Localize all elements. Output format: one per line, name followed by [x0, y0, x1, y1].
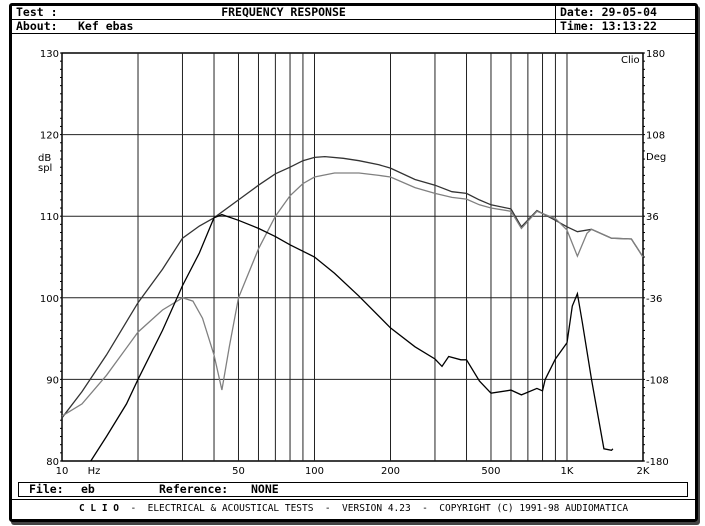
time-value: 13:13:22	[601, 19, 657, 33]
x-tick-label: 2K	[637, 466, 650, 477]
time-label: Time:	[560, 19, 595, 33]
y-tick-label-left: 120	[40, 131, 59, 142]
date-row: Date: 29-05-04	[556, 6, 696, 20]
y-tick-label-left: 130	[40, 49, 59, 60]
reference-value: NONE	[251, 482, 279, 496]
y-tick-label-right: 180	[646, 49, 665, 60]
test-row: Test : FREQUENCY RESPONSE	[12, 6, 555, 20]
file-label: File:	[29, 482, 64, 496]
y-tick-label-right: 108	[646, 131, 665, 142]
y-axis-label-left: spl	[38, 163, 52, 174]
y-tick-label-right: -108	[646, 375, 669, 386]
x-tick-label: 200	[381, 466, 400, 477]
series-line-3	[90, 213, 614, 462]
window-frame	[9, 3, 698, 522]
x-unit-label: Hz	[88, 466, 101, 477]
corner-label: Clio	[621, 55, 640, 66]
footer: C L I O - ELECTRICAL & ACOUSTICAL TESTS …	[12, 499, 695, 517]
chart-title: FREQUENCY RESPONSE	[221, 5, 346, 19]
about-row: About: Kef ebas	[12, 20, 555, 33]
file-bar: File: eb Reference: NONE	[18, 482, 688, 497]
file-value: eb	[81, 482, 95, 496]
x-tick-label: 100	[305, 466, 324, 477]
footer-brand: C L I O	[78, 503, 119, 514]
footer-text: - ELECTRICAL & ACOUSTICAL TESTS - VERSIO…	[130, 503, 629, 514]
y-tick-label-left: 110	[40, 212, 59, 223]
y-tick-label-left: 100	[40, 294, 59, 305]
y-axis-label-right: Deg	[646, 152, 666, 163]
date-value: 29-05-04	[601, 5, 657, 19]
x-tick-label: 50	[232, 466, 245, 477]
reference-label: Reference:	[159, 482, 229, 496]
x-tick-label: 10	[56, 466, 69, 477]
x-tick-label: 1K	[561, 466, 574, 477]
y-tick-label-right: 36	[646, 212, 659, 223]
time-row: Time: 13:13:22	[556, 20, 696, 33]
date-time-box: Date: 29-05-04 Time: 13:13:22	[555, 6, 696, 33]
header: Test : FREQUENCY RESPONSE About: Kef eba…	[12, 6, 696, 34]
y-tick-label-left: 80	[46, 457, 59, 468]
date-label: Date:	[560, 5, 595, 19]
test-label: Test :	[16, 5, 58, 19]
y-tick-label-right: -180	[646, 457, 669, 468]
y-tick-label-left: 90	[46, 375, 59, 386]
about-value: Kef ebas	[78, 19, 134, 33]
x-tick-label: 500	[481, 466, 500, 477]
y-axis-label-left: dB	[38, 153, 51, 164]
y-tick-label-right: -36	[646, 294, 662, 305]
about-label: About:	[16, 19, 58, 33]
series-line-2	[61, 172, 644, 417]
